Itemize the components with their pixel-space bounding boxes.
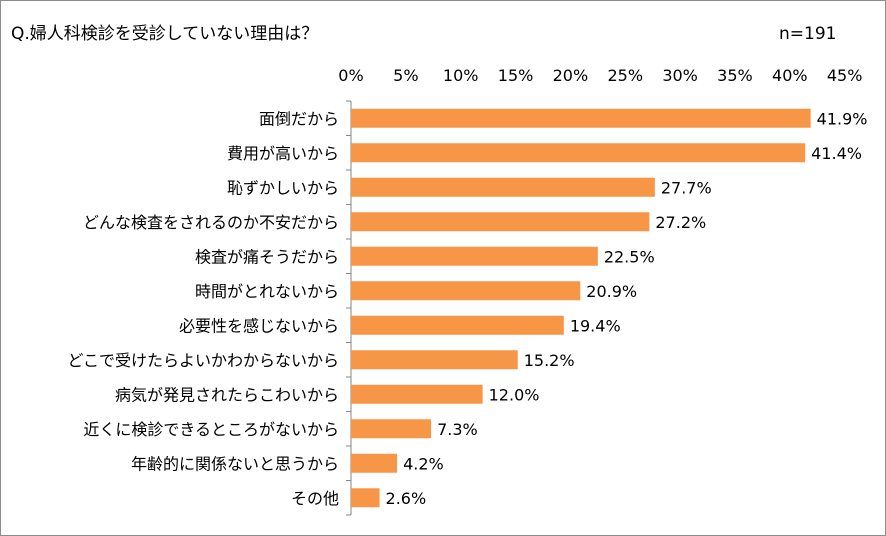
category-label: 必要性を感じないから: [179, 316, 339, 335]
bar: [351, 177, 655, 197]
x-tick-label: 40%: [772, 66, 808, 85]
category-label: その他: [291, 489, 339, 508]
category-label: どんな検査をされるのか不安だから: [83, 213, 339, 232]
bar: [351, 212, 650, 232]
category-label: 病気が発見されたらこわいから: [115, 385, 339, 404]
data-label: 27.7%: [661, 178, 712, 197]
x-tick-label: 0%: [338, 66, 363, 85]
sample-size-note: n=191: [779, 24, 836, 44]
data-label: 41.4%: [811, 144, 862, 163]
bar: [351, 281, 581, 301]
x-tick-label: 5%: [393, 66, 418, 85]
bar: [351, 108, 811, 128]
x-tick-label: 10%: [443, 66, 479, 85]
bar: [351, 246, 598, 266]
category-label: 面倒だから: [259, 109, 339, 128]
bar: [351, 384, 483, 404]
x-tick-label: 35%: [717, 66, 753, 85]
bars-group: [351, 108, 811, 508]
data-label: 19.4%: [570, 316, 621, 335]
data-label: 7.3%: [437, 420, 478, 439]
category-label: 年齢的に関係ないと思うから: [131, 454, 339, 473]
data-label: 4.2%: [403, 454, 444, 473]
category-label: 恥ずかしいから: [227, 178, 339, 197]
bar: [351, 350, 518, 370]
x-tick-label: 30%: [662, 66, 698, 85]
category-label: 近くに検診できるところがないから: [83, 420, 339, 439]
data-label: 22.5%: [604, 247, 655, 266]
x-tick-label: 20%: [553, 66, 589, 85]
chart-title: Q.婦人科検診を受診していない理由は？: [11, 24, 318, 44]
bar: [351, 453, 398, 473]
bar: [351, 143, 806, 163]
y-axis-tick-marks: [346, 100, 351, 516]
category-label: どこで受けたらよいかわからないから: [67, 351, 339, 370]
category-label: 検査が痛そうだから: [195, 247, 339, 266]
category-label: 時間がとれないから: [195, 282, 339, 301]
data-label: 15.2%: [524, 351, 575, 370]
data-label: 20.9%: [586, 282, 637, 301]
bar: [351, 488, 380, 508]
bar: [351, 419, 432, 439]
data-label: 2.6%: [386, 489, 427, 508]
category-labels: 面倒だから費用が高いから恥ずかしいからどんな検査をされるのか不安だから検査が痛そ…: [67, 109, 339, 508]
x-tick-label: 45%: [827, 66, 863, 85]
data-label: 12.0%: [489, 385, 540, 404]
bar: [351, 315, 564, 335]
data-label: 41.9%: [817, 109, 868, 128]
x-axis-ticks: 0% 5% 10% 15% 20% 25% 30% 35% 40% 45%: [338, 66, 862, 85]
data-labels: 41.9% 41.4% 27.7% 27.2%22.5% 20.9% 19.4% 15.2%…: [386, 109, 868, 508]
x-tick-label: 25%: [607, 66, 643, 85]
category-label: 費用が高いから: [227, 144, 339, 163]
data-label: 27.2%: [655, 213, 706, 232]
x-tick-label: 15%: [498, 66, 534, 85]
